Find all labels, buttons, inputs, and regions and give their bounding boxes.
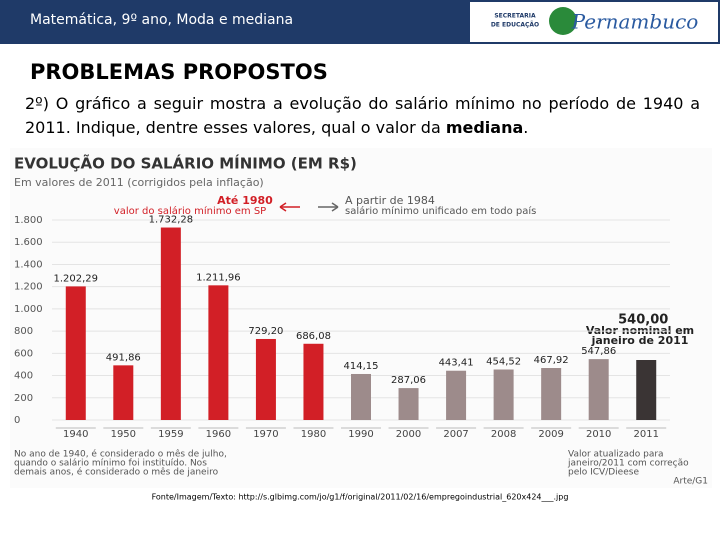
question-bold: mediana: [445, 118, 524, 137]
x-tick-label: 2009: [538, 429, 563, 440]
x-tick-label: 2011: [634, 429, 659, 440]
value-label: 547,86: [581, 346, 616, 357]
bar: [208, 285, 229, 420]
value-label: 540,00: [618, 313, 668, 328]
note: quando o salário mínimo foi instituído. …: [14, 459, 207, 469]
bar: [493, 369, 514, 420]
annotation: salário mínimo unificado em todo país: [345, 205, 536, 217]
value-label: 1.211,96: [196, 272, 241, 283]
source: Fonte/Imagem/Texto: http://s.glbimg.com/…: [152, 493, 569, 502]
x-tick-label: 1950: [111, 429, 136, 440]
value-label: 287,06: [391, 375, 426, 386]
note: pelo ICV/Dieese: [568, 468, 639, 478]
y-tick-label: 1.200: [14, 282, 43, 293]
logo-emblem: [549, 7, 577, 35]
arrow-head: [331, 202, 339, 212]
logo-state: Pernambuco: [571, 10, 699, 34]
logo-text: SECRETARIA: [494, 13, 536, 20]
value-label: 686,08: [296, 331, 331, 342]
chart-panel: [10, 148, 712, 488]
bar: [446, 370, 467, 420]
bar: [255, 338, 276, 420]
annotation: Até 1980: [217, 194, 273, 207]
question-box: 2º) O gráfico a seguir mostra a evolução…: [25, 92, 700, 140]
x-tick-label: 1959: [158, 429, 183, 440]
x-tick-label: 1990: [348, 429, 373, 440]
annotation: A partir de 1984: [345, 194, 435, 207]
value-label: 491,86: [106, 352, 141, 363]
bar: [113, 365, 134, 420]
bar: [65, 286, 86, 420]
question-text: .: [523, 118, 529, 137]
credit: Arte/G1: [673, 477, 708, 487]
value-label: 414,15: [344, 361, 379, 372]
y-tick-label: 1.000: [14, 304, 43, 315]
value-label: 467,92: [534, 355, 569, 366]
chart-title: EVOLUÇÃO DO SALÁRIO MÍNIMO (EM R$): [14, 154, 357, 173]
chart-subtitle: Em valores de 2011 (corrigidos pela infl…: [14, 176, 264, 189]
question: 2º) O gráfico a seguir mostra a evolução…: [25, 92, 700, 140]
note: Valor atualizado para: [568, 450, 664, 460]
note: No ano de 1940, é considerado o mês de j…: [14, 449, 227, 460]
x-tick-label: 1940: [63, 429, 88, 440]
x-tick-label: 2007: [443, 429, 468, 440]
note: janeiro/2011 com correção: [567, 459, 689, 469]
y-tick-label: 200: [14, 393, 33, 404]
y-tick-label: 1.400: [14, 259, 43, 270]
value-label: 443,41: [439, 358, 474, 369]
y-tick-label: 800: [14, 326, 33, 337]
x-tick-label: 2008: [491, 429, 516, 440]
value-label: 454,52: [486, 356, 521, 367]
y-tick-label: 1.800: [14, 215, 43, 226]
arrow-head: [279, 202, 287, 212]
question-text: 2º) O gráfico a seguir mostra a evolução…: [25, 94, 700, 137]
bar: [398, 388, 419, 420]
header-title: Matemática, 9º ano, Moda e mediana: [30, 12, 293, 28]
x-tick-label: 1960: [206, 429, 231, 440]
bar: [588, 359, 609, 420]
section-title: PROBLEMAS PROPOSTOS: [30, 60, 328, 84]
bar: [303, 343, 324, 420]
note: demais anos, é considerado o mês de jane…: [14, 467, 219, 478]
logo-area: [470, 2, 718, 42]
bar: [541, 368, 562, 420]
value-label: 1.202,29: [54, 273, 99, 284]
y-tick-label: 0: [14, 415, 20, 426]
y-tick-label: 400: [14, 371, 33, 382]
y-tick-label: 1.600: [14, 237, 43, 248]
y-tick-label: 600: [14, 348, 33, 359]
x-tick-label: 1970: [253, 429, 278, 440]
bar: [636, 360, 657, 420]
x-tick-label: 2010: [586, 429, 611, 440]
value-label: 729,20: [248, 326, 283, 337]
logo-text: DE EDUCAÇÃO: [491, 22, 539, 29]
x-tick-label: 1980: [301, 429, 326, 440]
bar: [351, 373, 371, 420]
annotation: Valor nominal em: [586, 324, 694, 337]
value-label: 1.732,28: [149, 215, 194, 226]
bar: [160, 227, 181, 420]
x-tick-label: 2000: [396, 429, 421, 440]
annotation: valor do salário mínimo em SP: [114, 205, 266, 217]
annotation: janeiro de 2011: [591, 334, 689, 347]
